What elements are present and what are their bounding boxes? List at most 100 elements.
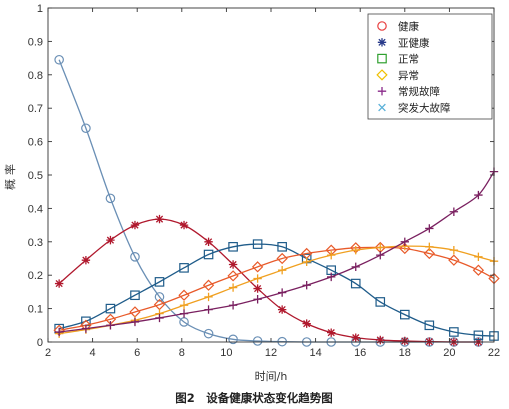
data-point-0-4 bbox=[154, 292, 165, 302]
data-point-0-7 bbox=[228, 334, 238, 345]
x-tick-label: 12 bbox=[265, 347, 277, 359]
y-tick-label: 0.2 bbox=[28, 270, 43, 282]
data-point-5-6 bbox=[204, 305, 213, 314]
series-line-5 bbox=[59, 171, 495, 333]
data-point-1-12 bbox=[351, 333, 360, 342]
data-point-1-8 bbox=[253, 284, 262, 293]
data-point-3-16 bbox=[448, 254, 460, 266]
data-point-2-2 bbox=[105, 303, 116, 314]
data-point-0-3 bbox=[130, 252, 140, 262]
data-point-0-0 bbox=[54, 54, 64, 65]
y-tick-label: 0.6 bbox=[28, 137, 43, 149]
data-point-2-14 bbox=[400, 309, 410, 320]
data-point-0-1 bbox=[81, 123, 91, 134]
x-tick-label: 4 bbox=[90, 347, 96, 359]
legend-label-1: 亚健康 bbox=[398, 36, 430, 49]
x-tick-label: 20 bbox=[443, 347, 455, 359]
data-point-4-7 bbox=[228, 283, 238, 292]
data-point-4-12 bbox=[351, 245, 360, 255]
x-tick-label: 14 bbox=[309, 347, 321, 359]
data-point-2-17 bbox=[473, 330, 484, 341]
data-point-1-11 bbox=[327, 328, 336, 337]
data-point-5-9 bbox=[277, 288, 287, 297]
data-point-1-1 bbox=[81, 255, 91, 265]
data-point-2-9 bbox=[277, 242, 287, 252]
data-point-2-15 bbox=[424, 320, 435, 331]
series-2 bbox=[54, 239, 499, 341]
y-axis-title: 概率 bbox=[3, 160, 17, 190]
series-line-3 bbox=[59, 246, 495, 331]
data-point-2-16 bbox=[449, 327, 459, 337]
data-point-5-13 bbox=[376, 250, 385, 260]
x-tick-label: 10 bbox=[220, 347, 232, 359]
data-point-1-5 bbox=[179, 220, 189, 230]
data-point-2-13 bbox=[375, 297, 386, 307]
series-3 bbox=[53, 241, 500, 336]
data-point-2-8 bbox=[252, 239, 263, 249]
x-tick-label: 2 bbox=[45, 347, 51, 359]
data-point-0-8 bbox=[252, 336, 263, 346]
data-point-1-7 bbox=[228, 260, 238, 269]
data-point-3-6 bbox=[202, 279, 215, 291]
legend-label-3: 异常 bbox=[398, 69, 419, 82]
y-tick-label: 1 bbox=[37, 3, 43, 15]
data-point-1-3 bbox=[130, 220, 140, 230]
legend-box bbox=[367, 13, 493, 120]
data-point-4-15 bbox=[425, 242, 434, 252]
data-point-1-13 bbox=[376, 335, 385, 345]
y-tick-label: 0.3 bbox=[28, 237, 43, 249]
y-tick-label: 0.7 bbox=[28, 103, 43, 115]
y-tick-label: 0.4 bbox=[28, 203, 43, 215]
data-point-5-15 bbox=[425, 224, 434, 233]
data-point-4-9 bbox=[277, 265, 287, 275]
series-line-2 bbox=[58, 243, 495, 337]
legend-marker-3 bbox=[376, 69, 388, 81]
data-point-4-8 bbox=[253, 274, 262, 283]
y-tick-label: 0.9 bbox=[28, 36, 43, 48]
data-point-5-5 bbox=[179, 309, 189, 318]
legend-label-4: 常规故障 bbox=[398, 85, 440, 98]
data-point-5-17 bbox=[474, 190, 483, 200]
legend-marker-5 bbox=[378, 103, 386, 112]
y-tick-label: 0.8 bbox=[28, 70, 43, 82]
legend-label-0: 健康 bbox=[398, 20, 419, 33]
x-tick-label: 22 bbox=[488, 347, 500, 359]
x-tick-label: 18 bbox=[399, 347, 411, 359]
data-point-1-0 bbox=[54, 279, 64, 288]
data-point-3-17 bbox=[472, 264, 485, 276]
data-point-3-14 bbox=[399, 242, 411, 255]
data-point-4-13 bbox=[376, 243, 385, 252]
data-point-0-6 bbox=[203, 328, 214, 339]
y-tick-label: 0.5 bbox=[28, 170, 43, 182]
data-point-5-14 bbox=[400, 237, 409, 246]
series-5 bbox=[54, 167, 499, 337]
data-point-5-8 bbox=[253, 295, 262, 304]
data-point-0-2 bbox=[105, 193, 116, 204]
data-point-2-6 bbox=[203, 249, 214, 260]
legend-marker-0 bbox=[377, 21, 387, 31]
data-point-5-11 bbox=[327, 272, 336, 282]
data-point-3-7 bbox=[227, 270, 239, 282]
data-point-3-9 bbox=[276, 252, 288, 265]
data-point-2-4 bbox=[154, 277, 165, 287]
data-point-1-4 bbox=[155, 214, 164, 224]
data-point-4-5 bbox=[179, 301, 189, 310]
data-point-2-7 bbox=[228, 242, 238, 252]
data-point-1-9 bbox=[277, 305, 287, 314]
x-tick-label: 6 bbox=[134, 347, 140, 359]
legend-label-5: 突发大故障 bbox=[398, 102, 451, 115]
data-point-3-5 bbox=[178, 289, 190, 301]
data-point-4-16 bbox=[449, 245, 459, 255]
data-point-2-3 bbox=[130, 290, 140, 301]
axes: 2 4 6 8 10 12 14 16 18 20 22 0 0.1 0.2 0.3 0.4 0.5 0.6 0.7… bbox=[28, 3, 500, 359]
data-point-2-5 bbox=[179, 263, 189, 273]
legend-marker-2 bbox=[377, 53, 387, 64]
legend-label-2: 正常 bbox=[398, 53, 419, 66]
data-point-5-10 bbox=[302, 281, 311, 290]
data-point-4-11 bbox=[327, 250, 336, 260]
y-tick-label: 0 bbox=[37, 337, 43, 349]
data-point-5-1 bbox=[81, 324, 91, 333]
y-tick-label: 0.1 bbox=[28, 304, 43, 316]
data-point-5-3 bbox=[130, 317, 140, 327]
